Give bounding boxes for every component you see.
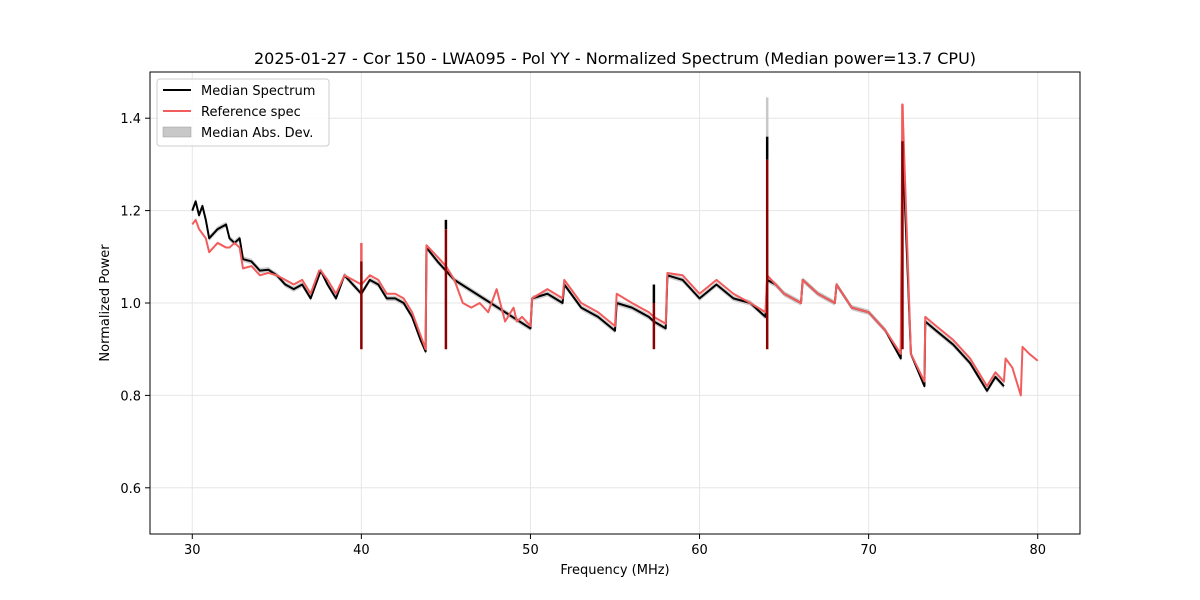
grid	[150, 72, 1080, 534]
legend: Median Spectrum Reference spec Median Ab…	[156, 78, 330, 147]
spikes	[360, 97, 904, 350]
legend-label-median: Median Spectrum	[201, 84, 315, 99]
legend-label-mad: Median Abs. Dev.	[201, 126, 313, 141]
x-tick-label: 40	[353, 543, 370, 558]
y-tick-label: 0.8	[120, 389, 141, 404]
y-axis-label: Normalized Power	[98, 244, 113, 362]
y-tick-label: 1.0	[120, 297, 141, 312]
y-axis-ticks: 0.6 0.8 1.0 1.2 1.4	[120, 112, 150, 497]
y-tick-label: 1.4	[120, 112, 141, 127]
y-tick-label: 0.6	[120, 482, 141, 497]
x-tick-label: 30	[184, 543, 201, 558]
x-tick-label: 50	[522, 543, 539, 558]
x-tick-label: 80	[1029, 543, 1046, 558]
chart-title: 2025-01-27 - Cor 150 - LWA095 - Pol YY -…	[254, 49, 976, 68]
x-axis-label: Frequency (MHz)	[560, 563, 669, 578]
y-tick-label: 1.2	[120, 205, 141, 220]
legend-label-reference: Reference spec	[201, 105, 301, 120]
x-tick-label: 60	[691, 543, 708, 558]
legend-box	[156, 78, 330, 147]
x-tick-label: 70	[860, 543, 877, 558]
legend-swatch-mad	[162, 126, 192, 138]
x-axis-ticks: 30 40 50 60 70 80	[184, 534, 1046, 558]
